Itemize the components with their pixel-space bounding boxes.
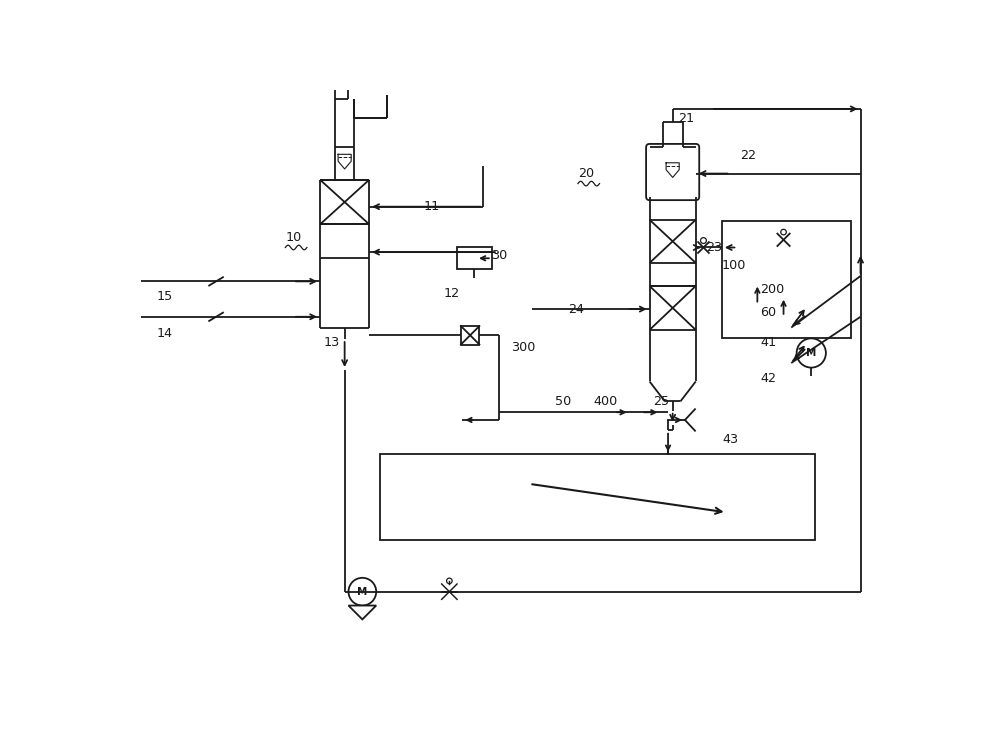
- Text: 100: 100: [722, 259, 746, 273]
- Text: 10: 10: [285, 231, 302, 244]
- Bar: [722, 220, 851, 338]
- Text: 41: 41: [760, 336, 777, 350]
- Text: 23: 23: [707, 241, 723, 254]
- Bar: [457, 247, 492, 269]
- Text: 15: 15: [157, 291, 173, 303]
- Text: 50: 50: [555, 395, 571, 408]
- Text: 200: 200: [760, 282, 785, 296]
- Text: 300: 300: [511, 341, 535, 354]
- Text: 25: 25: [653, 395, 669, 408]
- Circle shape: [348, 578, 376, 606]
- Circle shape: [781, 229, 786, 235]
- Circle shape: [447, 578, 452, 583]
- Text: 22: 22: [740, 149, 756, 161]
- Text: M: M: [357, 586, 368, 597]
- Text: 43: 43: [722, 433, 738, 447]
- Polygon shape: [348, 606, 376, 619]
- Text: 20: 20: [578, 167, 594, 180]
- FancyBboxPatch shape: [646, 144, 699, 200]
- Text: 30: 30: [491, 249, 507, 261]
- Text: 21: 21: [678, 111, 694, 125]
- Circle shape: [701, 238, 706, 244]
- Text: 14: 14: [157, 327, 173, 340]
- Text: 24: 24: [568, 303, 584, 315]
- Text: 400: 400: [593, 395, 618, 408]
- Circle shape: [797, 338, 826, 368]
- Text: 42: 42: [760, 372, 776, 385]
- Text: 11: 11: [424, 200, 440, 213]
- Bar: [380, 454, 815, 540]
- Text: 60: 60: [760, 306, 777, 319]
- Text: M: M: [806, 348, 816, 358]
- Text: 12: 12: [443, 287, 459, 300]
- Text: 13: 13: [324, 336, 340, 350]
